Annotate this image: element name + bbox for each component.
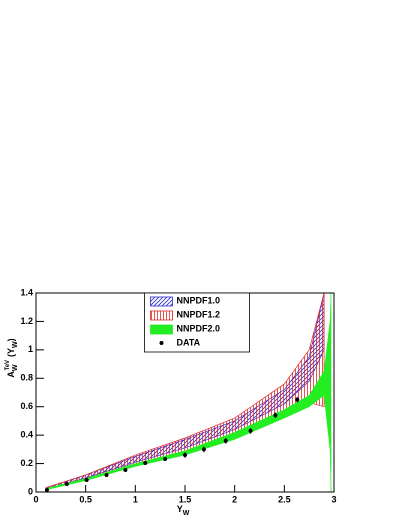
y-label-sub: W <box>12 364 19 371</box>
y-tick-label: 1.4 <box>20 287 33 297</box>
data-point <box>123 467 128 472</box>
legend: NNPDF1.0 NNPDF1.2 NNPDF2.0 DATA <box>144 292 250 353</box>
legend-label: DATA <box>177 337 201 347</box>
data-point <box>84 478 89 483</box>
axes: 0 0.5 1 1.5 2 2.5 3 0 0.2 0.4 0.6 0.8 1 1.2 1.4 <box>20 287 336 504</box>
y-label-arg-sub: W <box>12 341 19 348</box>
data-point <box>104 472 109 477</box>
x-tick-label: 1.5 <box>179 494 192 504</box>
band <box>45 293 332 492</box>
legend-label: NNPDF2.0 <box>177 323 221 333</box>
x-tick-label: 1 <box>133 494 138 504</box>
x-label-sub: W <box>183 510 190 517</box>
legend-marker <box>159 341 164 345</box>
legend-swatch <box>150 296 173 307</box>
x-label-text: Y <box>177 504 183 514</box>
x-tick-label: 0 <box>33 494 38 504</box>
y-tick-label: 0.4 <box>20 430 33 440</box>
data-point <box>201 447 206 452</box>
x-tick-label: 3 <box>331 494 336 504</box>
y-label-arg: (Y <box>6 348 16 357</box>
x-tick-label: 2 <box>232 494 237 504</box>
y-tick-label: 1.2 <box>20 316 33 326</box>
data-point <box>273 413 278 418</box>
x-axis-label: YW <box>177 504 190 516</box>
data-point <box>295 397 300 402</box>
y-tick-label: 0.8 <box>20 373 33 383</box>
legend-label: NNPDF1.2 <box>177 309 221 319</box>
y-label-text: A <box>6 371 16 378</box>
x-tick-label: 2.5 <box>278 494 291 504</box>
data-point <box>163 457 168 462</box>
data-point <box>248 428 253 433</box>
y-tick-label: 0 <box>28 486 33 496</box>
y-label-close: ) <box>6 338 16 341</box>
y-label-sup: TeV <box>5 360 11 371</box>
legend-swatch <box>150 310 173 321</box>
legend-swatch <box>150 324 173 335</box>
plot-area <box>44 293 332 492</box>
y-tick-label: 1 <box>28 344 33 354</box>
y-tick-label: 0.6 <box>20 401 33 411</box>
data-point <box>143 461 148 466</box>
y-tick-label: 0.2 <box>20 458 33 468</box>
legend-label: NNPDF1.0 <box>177 295 221 305</box>
data-point <box>183 453 187 458</box>
data-point <box>44 488 49 492</box>
data-point <box>64 482 69 487</box>
y-axis-label: AWTeV(YW) <box>5 338 19 377</box>
data-point <box>223 438 228 443</box>
x-tick-label: 0.5 <box>79 494 92 504</box>
